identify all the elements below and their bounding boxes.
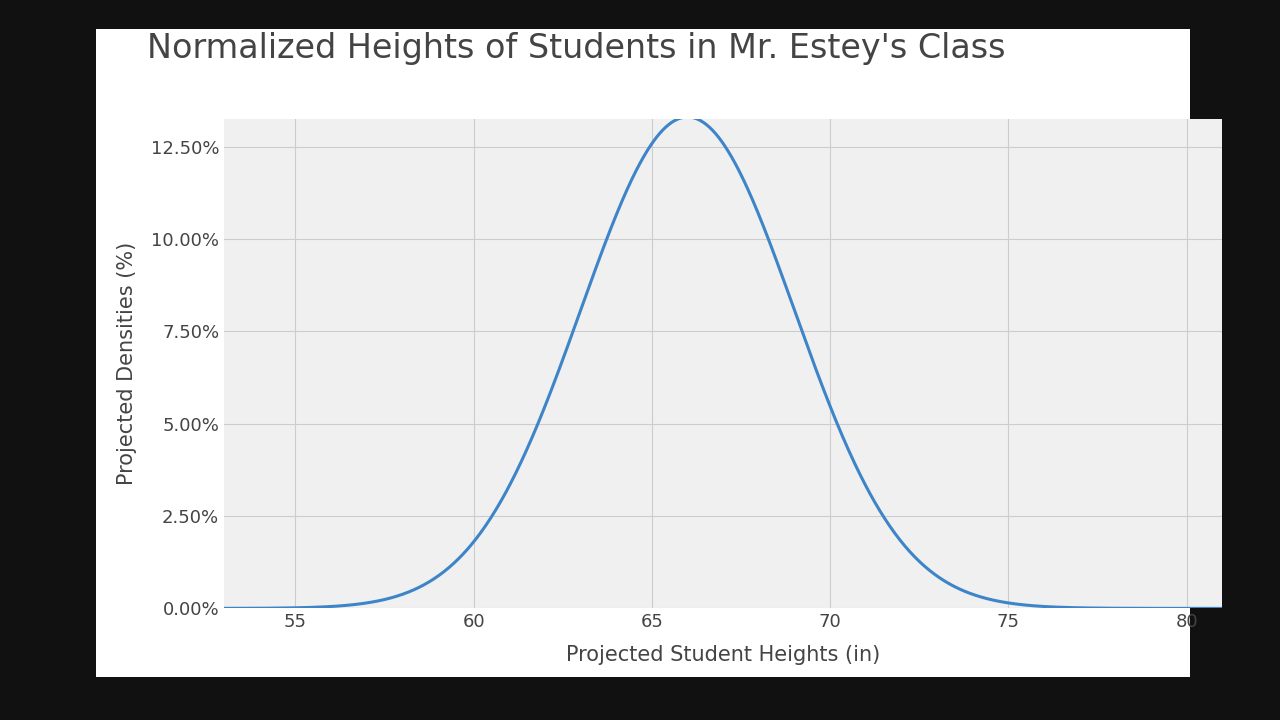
Y-axis label: Projected Densities (%): Projected Densities (%) bbox=[116, 242, 137, 485]
Text: Normalized Heights of Students in Mr. Estey's Class: Normalized Heights of Students in Mr. Es… bbox=[147, 32, 1006, 66]
X-axis label: Projected Student Heights (in): Projected Student Heights (in) bbox=[566, 645, 881, 665]
